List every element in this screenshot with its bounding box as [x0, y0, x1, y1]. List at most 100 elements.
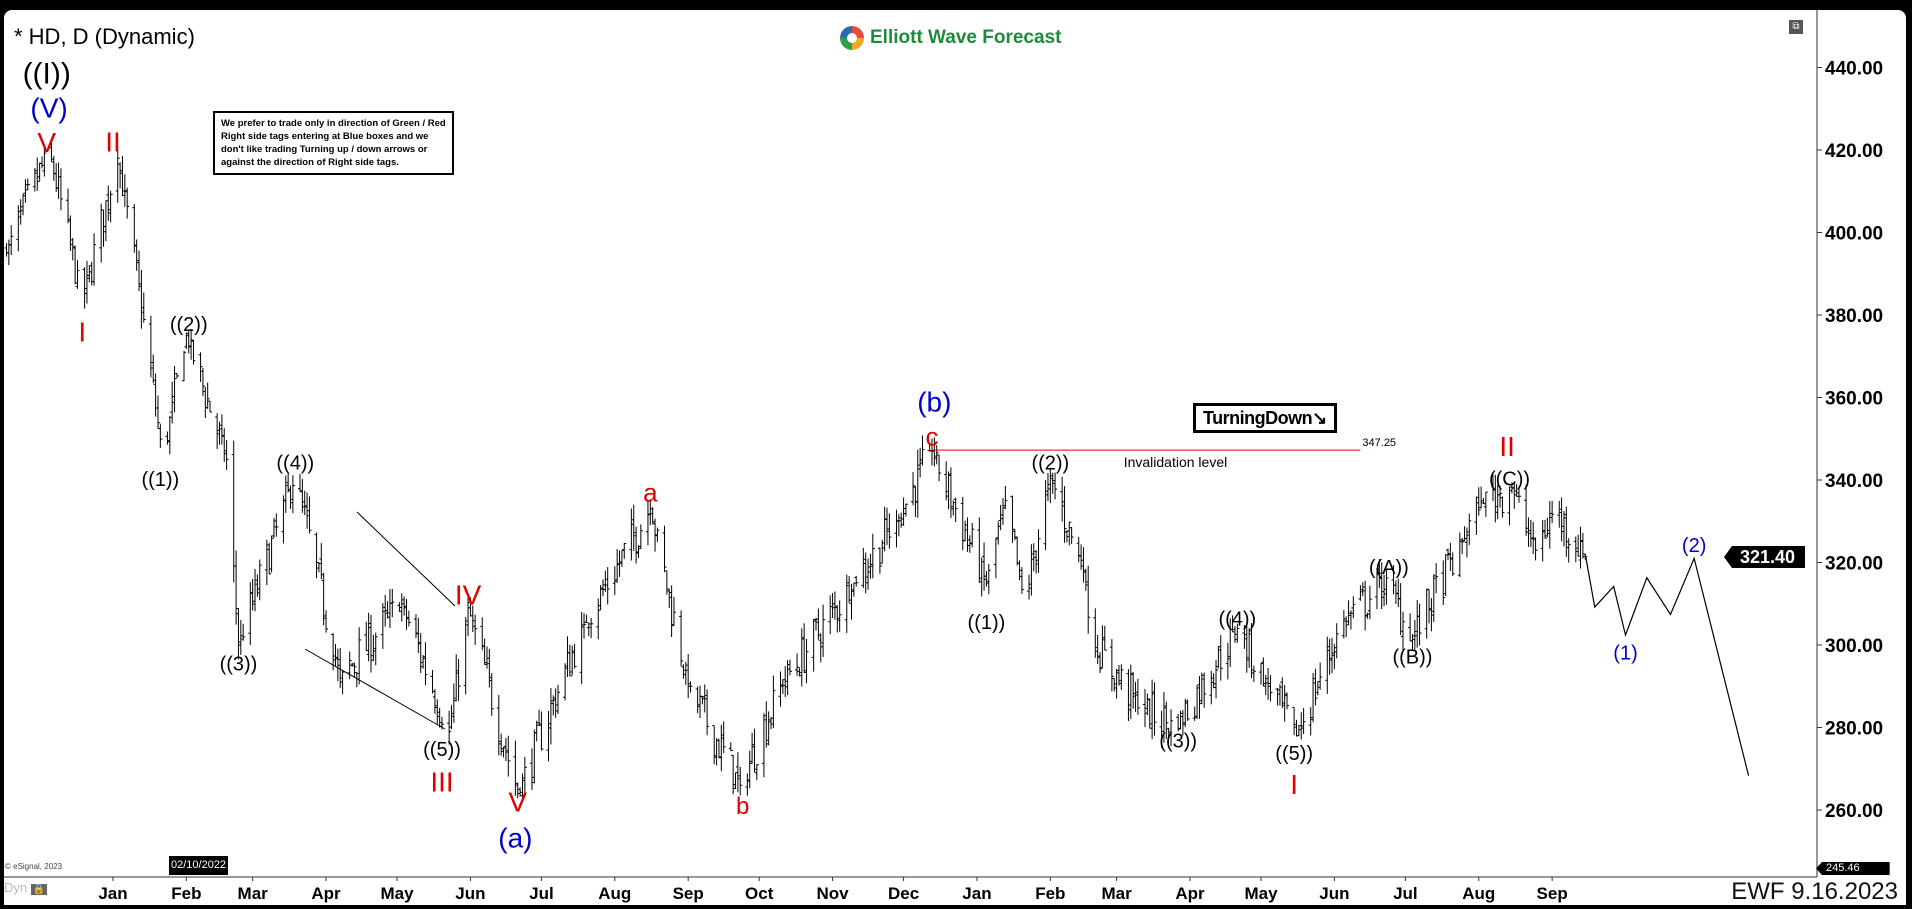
price-bar: [352, 662, 357, 678]
price-bar: [1540, 519, 1545, 562]
price-bar: [1195, 684, 1200, 719]
price-bar: [555, 684, 560, 714]
turning-down-label: TurningDown: [1203, 408, 1313, 428]
price-bar: [948, 467, 953, 518]
price-bar: [970, 522, 975, 548]
price-bar: [929, 438, 934, 466]
price-bar: [1365, 612, 1370, 619]
price-bar: [982, 542, 987, 591]
price-bar: [636, 545, 641, 559]
price-bar: [1526, 517, 1531, 547]
price-bar: [903, 503, 908, 517]
price-bar: [1528, 519, 1533, 548]
price-bar: [1076, 536, 1081, 563]
price-bar: [1268, 675, 1273, 702]
price-bar: [1382, 574, 1387, 607]
dyn-toggle[interactable]: Dyn 🔒: [4, 880, 48, 898]
price-bar: [944, 461, 949, 501]
wedge-lower-line: [304, 648, 446, 730]
price-bar: [1374, 567, 1379, 610]
price-bar: [1019, 567, 1024, 594]
wave-label: (1): [1613, 642, 1637, 664]
price-bar: [728, 742, 733, 751]
price-bar: [1514, 483, 1519, 497]
price-bar: [32, 167, 37, 192]
x-tick-label: Jan: [962, 884, 991, 903]
lock-icon[interactable]: 🔒: [30, 884, 48, 895]
price-bar: [771, 675, 776, 729]
price-bar: [993, 537, 998, 579]
wave-label: ((1)): [968, 612, 1006, 634]
price-bar: [302, 490, 307, 516]
price-bar: [1010, 495, 1015, 543]
price-bar: [189, 328, 194, 360]
price-bar: [634, 526, 639, 564]
price-bar: [1363, 580, 1368, 631]
ewf-date-stamp: EWF 9.16.2023: [1731, 878, 1898, 905]
price-bar: [1427, 589, 1432, 624]
price-bar: [1015, 536, 1020, 566]
price-bar: [215, 413, 220, 450]
price-bar: [1292, 706, 1297, 736]
price-bar: [1358, 585, 1363, 601]
price-bar: [896, 513, 901, 537]
price-bar: [589, 617, 594, 639]
price-bar: [1332, 644, 1337, 670]
logo: Elliott Wave Forecast: [840, 26, 1061, 50]
price-bar: [182, 350, 187, 382]
price-bar: [705, 689, 710, 736]
price-bar: [1429, 598, 1434, 632]
x-tick-label: Feb: [171, 884, 201, 903]
price-bar: [487, 648, 492, 688]
price-bar: [934, 445, 939, 465]
price-bar: [506, 735, 511, 777]
price-bar: [1242, 625, 1247, 649]
price-bar: [1261, 657, 1266, 687]
price-bar: [99, 203, 104, 263]
price-bar: [695, 686, 700, 714]
price-bar: [1235, 623, 1240, 643]
price-bar: [868, 553, 873, 579]
price-bar: [1214, 660, 1219, 699]
price-bar: [1545, 517, 1550, 538]
price-bar: [1178, 710, 1183, 730]
price-bar: [1045, 473, 1050, 501]
price-bar: [437, 707, 442, 728]
price-bar: [603, 570, 608, 592]
price-bar: [1434, 563, 1439, 594]
price-bar: [911, 472, 916, 506]
price-bar: [1036, 529, 1041, 573]
price-bar: [851, 582, 856, 597]
price-bar: [137, 250, 142, 291]
price-bar: [364, 621, 369, 652]
price-bar: [965, 517, 970, 552]
price-bar: [1516, 486, 1521, 503]
price-bar: [321, 572, 326, 626]
y-tick-label: 280.00: [1825, 719, 1883, 740]
price-bar: [813, 617, 818, 631]
price-bar: [1232, 626, 1237, 643]
price-bar: [432, 689, 437, 714]
price-bar: [399, 593, 404, 622]
price-bar: [582, 613, 587, 639]
price-bar: [1192, 706, 1197, 722]
price-bar: [122, 174, 127, 207]
wave-label: (2): [1682, 535, 1706, 557]
price-bar: [887, 513, 892, 549]
price-bar: [165, 431, 170, 445]
price-bar: [84, 260, 89, 304]
price-bar: [350, 662, 355, 667]
price-bar: [42, 146, 47, 177]
price-bar: [148, 315, 153, 378]
price-bar: [1135, 678, 1140, 715]
window-restore-icon[interactable]: ⧉: [1789, 20, 1803, 34]
invalidation-label: Invalidation level: [1124, 454, 1228, 470]
price-bar: [579, 611, 584, 685]
price-bar: [563, 663, 568, 701]
price-bar: [73, 245, 78, 285]
price-bar: [1185, 699, 1190, 721]
price-bar: [866, 558, 871, 590]
price-bar: [463, 617, 468, 695]
chart-window: * HD, D (Dynamic) Elliott Wave Forecast …: [4, 10, 1906, 905]
